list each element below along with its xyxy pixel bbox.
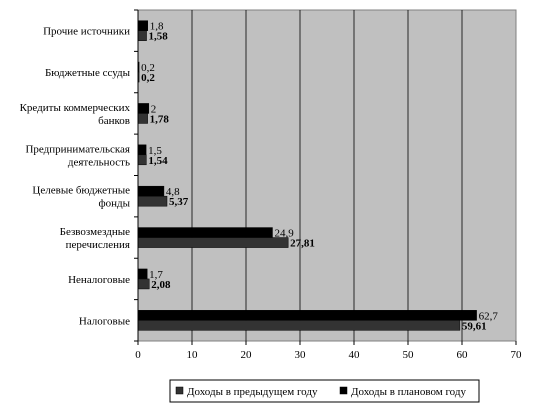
bar-plan xyxy=(137,144,147,156)
legend-swatch-plan xyxy=(339,386,348,395)
x-tick-label: 60 xyxy=(457,349,469,361)
data-label-prev: 1,58 xyxy=(149,31,169,43)
x-tick-label: 10 xyxy=(187,349,199,361)
bar-plan xyxy=(137,20,148,31)
data-label-prev: 1,78 xyxy=(150,113,170,125)
bar-prev xyxy=(137,237,289,248)
category-label: Прочие источники xyxy=(43,26,130,38)
bar-prev xyxy=(137,30,147,41)
category-label: Налоговые xyxy=(79,315,130,327)
bar-prev xyxy=(137,195,168,207)
bar-prev xyxy=(137,278,150,290)
bar-plan xyxy=(137,103,150,114)
data-label-prev: 27,81 xyxy=(290,238,315,250)
bars: 1,81,58 0,20,2 21,78 1,51,54 4,85,37 24,927,8… xyxy=(137,20,499,332)
legend-label-prev: Доходы в предыдущем году xyxy=(187,386,318,398)
category-labels: Прочие источники Бюджетные ссуды Кредиты к… xyxy=(20,26,131,328)
bar-prev xyxy=(137,320,461,331)
data-label-plan: 62,7 xyxy=(479,310,499,322)
data-label-prev: 1,54 xyxy=(148,155,168,167)
x-tick-label: 40 xyxy=(349,349,361,361)
legend-swatch-prev xyxy=(175,386,184,395)
x-tick-label: 50 xyxy=(403,349,415,361)
gridlines xyxy=(191,10,463,341)
bar-plan xyxy=(137,268,148,280)
x-tick-label: 20 xyxy=(241,349,253,361)
category-label: Безвозмездные перечисления xyxy=(60,226,130,251)
x-tick-label: 0 xyxy=(135,349,141,361)
x-tick-label: 30 xyxy=(295,349,307,361)
category-label: Бюджетные ссуды xyxy=(45,67,131,79)
data-label-prev: 2,08 xyxy=(151,279,171,291)
data-label-prev: 0,2 xyxy=(141,72,155,84)
data-label-plan: 0,2 xyxy=(141,62,155,74)
x-tick-label: 70 xyxy=(511,349,523,361)
data-label-plan: 2 xyxy=(151,103,157,115)
legend-box xyxy=(169,379,480,403)
bar-plan xyxy=(137,310,477,321)
category-label: Целевые бюджетные фонды xyxy=(32,185,130,210)
data-label-plan: 4,8 xyxy=(166,186,180,198)
data-label-plan: 24,9 xyxy=(274,228,294,240)
category-label: Кредиты коммерческих банков xyxy=(20,102,131,127)
category-label: Предпринимательская деятельность xyxy=(25,143,130,168)
plot-area xyxy=(137,9,517,342)
bar-prev xyxy=(137,113,148,124)
data-label-prev: 5,37 xyxy=(169,196,189,208)
x-axis-ticks: 0 10 20 30 40 50 60 70 xyxy=(134,9,523,361)
bar-prev xyxy=(137,154,147,166)
data-label-plan: 1,8 xyxy=(150,21,164,33)
data-label-plan: 1,7 xyxy=(149,269,163,281)
legend-label-plan: Доходы в плановом году xyxy=(351,386,466,398)
bar-plan xyxy=(137,185,165,197)
bar-plan xyxy=(137,227,273,238)
data-label-prev: 59,61 xyxy=(462,320,487,332)
data-label-plan: 1,5 xyxy=(148,145,162,157)
category-label: Неналоговые xyxy=(68,274,130,286)
legend: Доходы в предыдущем году Доходы в планов… xyxy=(169,379,480,403)
